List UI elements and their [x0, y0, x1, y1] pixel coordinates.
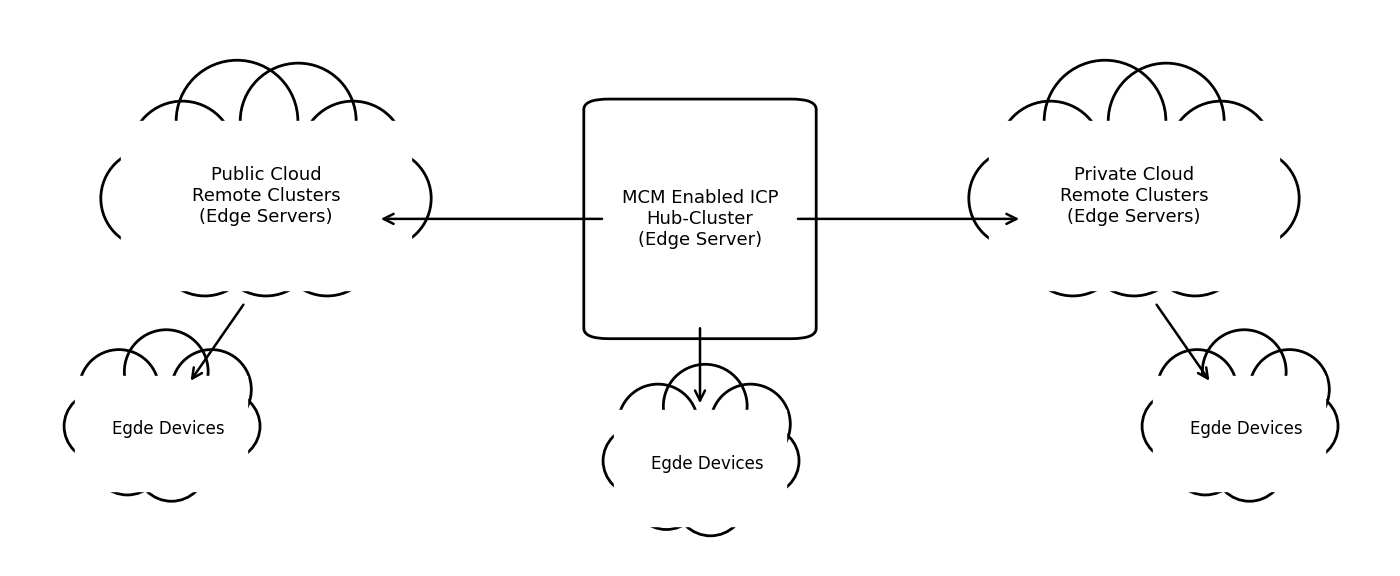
Ellipse shape: [1023, 198, 1121, 296]
Text: Egde Devices: Egde Devices: [651, 454, 763, 473]
Ellipse shape: [1201, 149, 1299, 248]
Text: Public Cloud
Remote Clusters
(Edge Servers): Public Cloud Remote Clusters (Edge Serve…: [192, 166, 340, 226]
Ellipse shape: [333, 149, 431, 248]
Ellipse shape: [64, 392, 132, 460]
Ellipse shape: [1249, 350, 1330, 429]
Ellipse shape: [1085, 198, 1183, 296]
Ellipse shape: [1270, 392, 1338, 460]
Ellipse shape: [603, 427, 671, 495]
Ellipse shape: [1142, 392, 1210, 460]
Ellipse shape: [969, 149, 1067, 248]
Ellipse shape: [172, 423, 238, 488]
Ellipse shape: [217, 198, 315, 296]
FancyBboxPatch shape: [584, 99, 816, 339]
Ellipse shape: [125, 329, 209, 414]
Text: MCM Enabled ICP
Hub-Cluster
(Edge Server): MCM Enabled ICP Hub-Cluster (Edge Server…: [622, 189, 778, 249]
Text: Egde Devices: Egde Devices: [112, 420, 224, 438]
Bar: [1154, 376, 1326, 491]
Ellipse shape: [1170, 425, 1240, 495]
Ellipse shape: [619, 384, 697, 464]
Ellipse shape: [664, 364, 748, 448]
Ellipse shape: [101, 149, 199, 248]
Ellipse shape: [1250, 423, 1316, 488]
Ellipse shape: [675, 465, 746, 536]
Ellipse shape: [1203, 329, 1287, 414]
Ellipse shape: [279, 198, 377, 296]
Ellipse shape: [301, 101, 405, 206]
Ellipse shape: [80, 350, 160, 429]
Ellipse shape: [92, 425, 162, 495]
Ellipse shape: [192, 392, 260, 460]
Ellipse shape: [1044, 60, 1166, 182]
Text: Egde Devices: Egde Devices: [1190, 420, 1302, 438]
Ellipse shape: [241, 63, 356, 179]
Ellipse shape: [1214, 431, 1285, 501]
Ellipse shape: [1156, 350, 1238, 429]
Ellipse shape: [1147, 198, 1245, 296]
Ellipse shape: [631, 459, 701, 529]
Ellipse shape: [176, 60, 298, 182]
Ellipse shape: [136, 431, 207, 501]
Ellipse shape: [711, 384, 790, 464]
Ellipse shape: [731, 427, 799, 495]
Ellipse shape: [1169, 101, 1273, 206]
Bar: [76, 376, 246, 491]
Text: Private Cloud
Remote Clusters
(Edge Servers): Private Cloud Remote Clusters (Edge Serv…: [1060, 166, 1208, 226]
Ellipse shape: [1109, 63, 1224, 179]
Bar: [613, 410, 785, 526]
Ellipse shape: [171, 350, 252, 429]
Ellipse shape: [711, 457, 777, 523]
Bar: [120, 121, 412, 290]
Ellipse shape: [998, 101, 1102, 206]
Ellipse shape: [130, 101, 234, 206]
Ellipse shape: [155, 198, 253, 296]
Bar: [988, 121, 1280, 290]
